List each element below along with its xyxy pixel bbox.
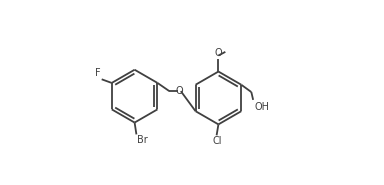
Text: OH: OH	[254, 102, 269, 112]
Text: O: O	[175, 86, 183, 96]
Text: F: F	[95, 68, 101, 78]
Text: Cl: Cl	[213, 136, 222, 146]
Text: O: O	[215, 48, 222, 58]
Text: Br: Br	[137, 135, 148, 145]
